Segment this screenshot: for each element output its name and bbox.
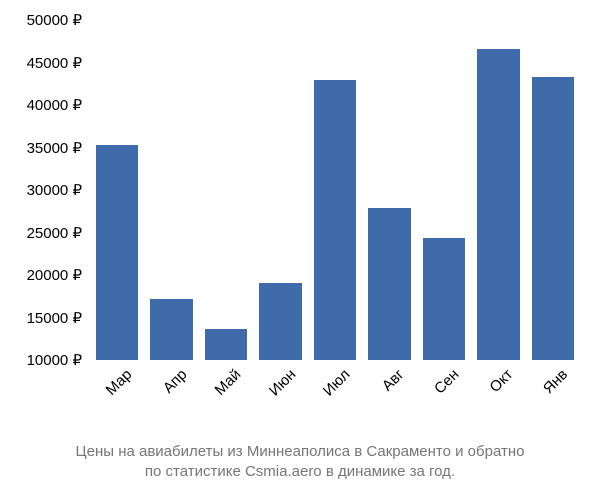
bar xyxy=(423,238,465,360)
caption-line-2: по статистике Csmia.aero в динамике за г… xyxy=(145,463,455,480)
bar xyxy=(532,77,574,360)
bar xyxy=(259,283,301,360)
bar xyxy=(96,145,138,360)
y-tick-label: 20000 ₽ xyxy=(27,266,82,284)
y-tick-label: 15000 ₽ xyxy=(27,309,82,327)
plot-area xyxy=(90,20,580,360)
bar xyxy=(477,49,519,360)
y-tick-label: 10000 ₽ xyxy=(27,351,82,369)
caption-line-1: Цены на авиабилеты из Миннеаполиса в Сак… xyxy=(76,443,525,460)
y-tick-label: 50000 ₽ xyxy=(27,11,82,29)
x-axis: Мар Апр Май Июн Июл Авг Сен Окт Янв xyxy=(90,360,580,430)
y-tick-label: 45000 ₽ xyxy=(27,54,82,72)
bar xyxy=(368,208,410,360)
y-tick-label: 40000 ₽ xyxy=(27,96,82,114)
y-tick-label: 25000 ₽ xyxy=(27,224,82,242)
x-tick-label: Апр xyxy=(159,366,190,397)
y-axis: 10000 ₽15000 ₽20000 ₽25000 ₽30000 ₽35000… xyxy=(0,20,90,360)
bar xyxy=(314,80,356,360)
y-tick-label: 30000 ₽ xyxy=(27,181,82,199)
y-tick-label: 35000 ₽ xyxy=(27,139,82,157)
bar xyxy=(205,329,247,360)
bar xyxy=(150,299,192,360)
x-tick-label: Июл xyxy=(320,366,354,400)
x-tick-label: Авг xyxy=(379,366,408,395)
x-tick-label: Июн xyxy=(265,366,298,399)
x-tick-label: Мар xyxy=(103,366,136,399)
price-chart: 10000 ₽ 15000 ₽ 20000 ₽ 25000 ₽ 30000 ₽ 35000… xyxy=(0,0,600,500)
chart-caption: Цены на авиабилеты из Миннеаполиса в Сак… xyxy=(0,442,600,483)
x-tick-label: Янв xyxy=(540,366,571,397)
x-tick-label: Сен xyxy=(431,366,462,397)
x-tick-label: Май xyxy=(212,366,245,399)
x-tick-label: Окт xyxy=(487,366,517,396)
